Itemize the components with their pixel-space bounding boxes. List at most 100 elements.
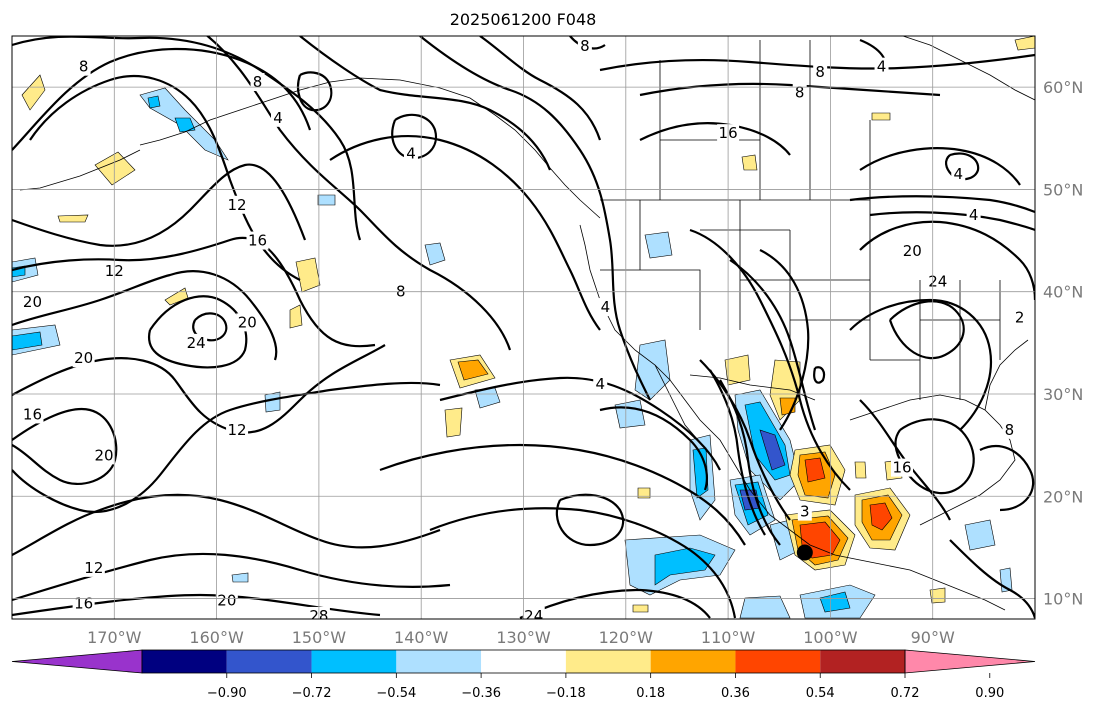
shade-patch-red — [869, 502, 893, 531]
longitude-tick-label: 110°W — [701, 628, 756, 647]
shade-patch-yellow — [57, 214, 89, 223]
colorbar-extension-low — [11, 649, 143, 674]
shade-patch-yellow — [295, 257, 321, 293]
contour-label-background — [1002, 420, 1017, 439]
shade-patch-blue — [614, 399, 646, 429]
shade-patch-yellow — [871, 112, 891, 121]
shade-patch-blue — [147, 95, 161, 109]
shade-patch-blue — [424, 242, 446, 266]
contour-label-background — [82, 558, 105, 577]
contour-label-background — [21, 292, 44, 311]
contour-line — [299, 36, 552, 171]
contour-line — [979, 445, 1035, 512]
contour-label: 4 — [273, 109, 283, 127]
contour-line — [205, 36, 512, 351]
contour-line — [888, 300, 965, 360]
colorbar-segment — [820, 650, 905, 673]
contour-label: 20 — [903, 242, 922, 260]
colorbar-segment — [142, 650, 227, 673]
contour-line — [519, 588, 711, 619]
contour-label-background — [403, 144, 418, 163]
contour-label: 4 — [877, 58, 887, 76]
contour-label-background — [250, 73, 265, 92]
contour-line — [379, 443, 746, 546]
longitude-tick-label: 120°W — [599, 628, 654, 647]
colorbar-frame — [141, 649, 906, 674]
colorbar-segment — [565, 650, 651, 673]
colorbar-tick-label: −0.54 — [376, 686, 416, 701]
contour-line — [29, 75, 301, 281]
figure-title: 2025061200 F048 — [450, 10, 597, 29]
contour-label: 12 — [228, 196, 247, 214]
longitude-tick-label: 90°W — [911, 628, 955, 647]
contour-label: 20 — [95, 446, 114, 464]
shade-patch-blue — [964, 519, 996, 551]
latitude-tick-label: 50°N — [1043, 180, 1083, 199]
contour-line — [729, 259, 817, 431]
contour-label-background — [797, 502, 812, 521]
colorbar-tick-label: 0.72 — [891, 686, 920, 701]
contour-label: 20 — [74, 349, 93, 367]
contour-line — [147, 295, 248, 369]
shade-patch-blue — [231, 572, 249, 583]
shade-patch-blue — [759, 429, 786, 471]
contour-label: 8 — [79, 58, 89, 76]
colorbar-tick-label: 0.18 — [636, 686, 665, 701]
shade-patch-yellow — [854, 461, 867, 479]
contour-label-background — [236, 313, 259, 332]
contour-line — [719, 379, 781, 546]
contour-label-background — [72, 594, 95, 613]
shade-patch-yellow — [929, 587, 946, 604]
contour-line — [869, 211, 1035, 232]
latitude-tick-label: 10°N — [1043, 590, 1083, 609]
contour-label: 20 — [23, 293, 42, 311]
contour-label: 8 — [795, 83, 805, 101]
contour-label: 8 — [1005, 421, 1015, 439]
contour-label: 24 — [928, 272, 947, 290]
contour-label: 8 — [253, 73, 263, 91]
contour-label: 4 — [595, 375, 605, 393]
contour-line — [945, 152, 980, 181]
contour-label-background — [93, 446, 116, 465]
longitude-tick-label: 100°W — [803, 628, 858, 647]
contour-label-background — [226, 195, 249, 214]
contour-label-background — [1012, 308, 1027, 327]
colorbar-segment — [735, 650, 821, 673]
coastline-hudson — [901, 36, 1035, 101]
colorbar-tick-label: 0.36 — [721, 686, 750, 701]
contour-label-background — [874, 57, 889, 76]
contour-line — [759, 249, 810, 431]
contour-label-background — [901, 241, 924, 260]
contour-label: 16 — [248, 232, 267, 250]
contour-label-background — [270, 108, 285, 127]
contour-line — [296, 71, 333, 112]
contour-line — [894, 418, 975, 495]
latitude-tick-label: 60°N — [1043, 78, 1083, 97]
shade-patch-yellow — [632, 604, 649, 613]
contour-label: 16 — [23, 405, 42, 423]
colorbar-tick-label: 0.90 — [975, 686, 1004, 701]
colorbar-segment — [396, 650, 482, 673]
longitude-tick-label: 170°W — [87, 628, 142, 647]
latitude-tick-label: 40°N — [1043, 283, 1083, 302]
contour-label: 4 — [954, 165, 964, 183]
contour-line — [419, 36, 651, 401]
shade-patch-yellow — [724, 354, 751, 386]
contour-line — [639, 82, 941, 97]
shade-patch-blue — [12, 331, 43, 351]
contour-line — [949, 539, 1035, 619]
contour-line — [555, 493, 625, 547]
contour-label-background — [951, 165, 966, 184]
map-frame — [11, 35, 1036, 620]
contour-line — [849, 195, 1035, 214]
colorbar-segment — [311, 650, 397, 673]
coastline-aleutians — [19, 149, 141, 191]
shade-patch-orange — [457, 359, 489, 381]
shade-patch-yellow — [1014, 36, 1035, 51]
shade-patch-red — [804, 457, 826, 483]
contour-line — [12, 493, 441, 556]
contour-line — [192, 312, 228, 342]
shade-patch-blue — [739, 595, 791, 619]
